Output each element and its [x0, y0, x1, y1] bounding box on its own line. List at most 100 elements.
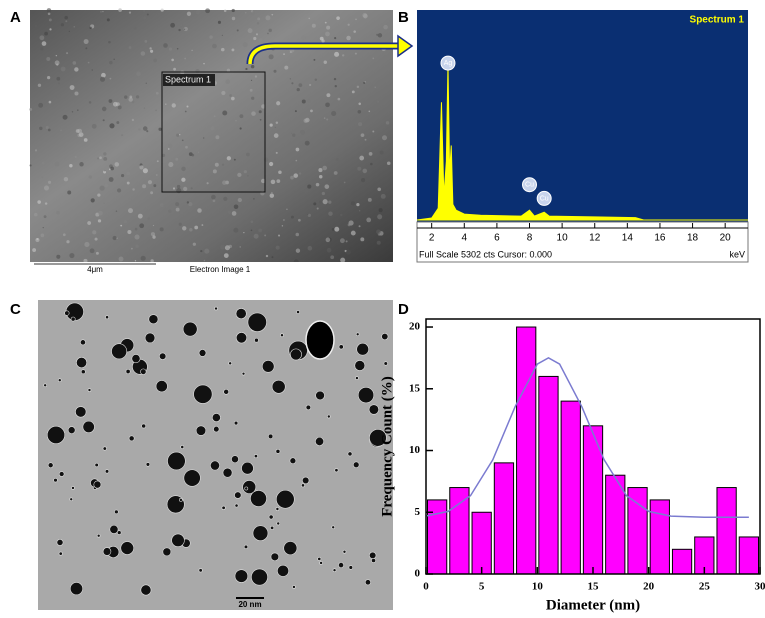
grain — [60, 129, 62, 132]
grain — [147, 217, 151, 220]
particle — [125, 369, 131, 374]
grain — [168, 209, 172, 213]
particle — [338, 344, 344, 350]
grain — [168, 47, 173, 51]
grain — [236, 29, 239, 32]
particle — [221, 505, 226, 510]
particle — [46, 425, 66, 444]
x-tick-label: 15 — [588, 581, 600, 593]
y-tick-label: 20 — [409, 321, 421, 333]
grain — [321, 191, 325, 196]
particle — [368, 404, 379, 415]
grain — [54, 161, 60, 167]
grain — [247, 28, 253, 34]
particle — [235, 332, 248, 344]
bar — [605, 474, 626, 575]
grain — [206, 182, 209, 185]
grain — [339, 238, 345, 244]
grain — [179, 209, 184, 215]
grain — [156, 160, 159, 163]
grain — [354, 52, 357, 55]
grain — [87, 61, 90, 64]
x-axis-label: keV — [729, 249, 745, 259]
particle — [305, 320, 335, 360]
grain — [220, 47, 225, 52]
grain — [209, 35, 213, 39]
grain — [34, 24, 38, 28]
grain — [172, 187, 176, 190]
grain — [47, 12, 51, 16]
particle — [357, 387, 375, 404]
grain — [258, 135, 263, 139]
grain — [249, 88, 253, 92]
particle — [148, 314, 159, 325]
x-tick-label: 18 — [687, 233, 699, 244]
particle — [195, 425, 207, 436]
grain — [44, 202, 48, 205]
grain — [357, 166, 362, 171]
grain — [340, 257, 346, 263]
grain — [56, 254, 61, 259]
grain — [300, 129, 306, 135]
grain — [353, 30, 356, 33]
grain — [49, 28, 52, 31]
particle — [317, 556, 322, 561]
particle — [352, 461, 360, 468]
grain — [184, 57, 186, 60]
grain — [135, 244, 139, 248]
grain — [316, 207, 319, 210]
particle — [120, 541, 135, 555]
grain — [275, 245, 280, 250]
grain — [204, 248, 210, 254]
grain — [275, 121, 279, 124]
particle — [182, 321, 198, 337]
grain — [242, 42, 248, 48]
grain — [243, 170, 247, 174]
grain — [95, 251, 99, 255]
grain — [165, 103, 167, 105]
grain — [284, 65, 289, 70]
grain — [39, 35, 45, 41]
panel-c: 20 nm C — [10, 300, 393, 610]
grain — [233, 158, 236, 161]
grain — [65, 20, 68, 23]
particle — [223, 389, 229, 395]
grain — [265, 254, 269, 258]
grain — [293, 173, 299, 178]
grain — [89, 248, 95, 254]
grain — [359, 155, 365, 161]
grain — [178, 28, 181, 32]
grain — [261, 104, 266, 109]
grain — [385, 121, 390, 125]
peak-label: Cu — [525, 182, 534, 189]
grain — [109, 77, 112, 80]
particle — [183, 469, 201, 487]
grain — [358, 102, 361, 106]
grain — [250, 79, 253, 81]
grain — [128, 46, 132, 49]
particle — [162, 547, 172, 557]
particle — [342, 549, 347, 554]
grain — [361, 178, 366, 183]
particle — [213, 426, 220, 433]
grain — [307, 184, 312, 189]
particle — [155, 380, 168, 393]
grain — [153, 58, 157, 63]
x-tick-label: 8 — [527, 233, 533, 244]
grain — [175, 202, 180, 207]
panel-d: 0 5 10 15 20 0 5 10 15 20 25 30 Diameter (nm) Frequen… — [379, 318, 765, 613]
y-axis-label: Frequency Count (%) — [379, 376, 395, 517]
grain — [222, 180, 227, 185]
grain — [190, 187, 193, 190]
scale-label: 20 nm — [238, 600, 261, 609]
particle — [234, 569, 249, 583]
grain — [221, 163, 225, 166]
particle — [67, 426, 76, 434]
grain — [85, 47, 88, 50]
grain — [364, 138, 367, 141]
grain — [160, 8, 164, 12]
grain — [298, 172, 302, 175]
particle — [332, 568, 337, 573]
grain — [254, 75, 258, 78]
grain — [376, 229, 381, 235]
